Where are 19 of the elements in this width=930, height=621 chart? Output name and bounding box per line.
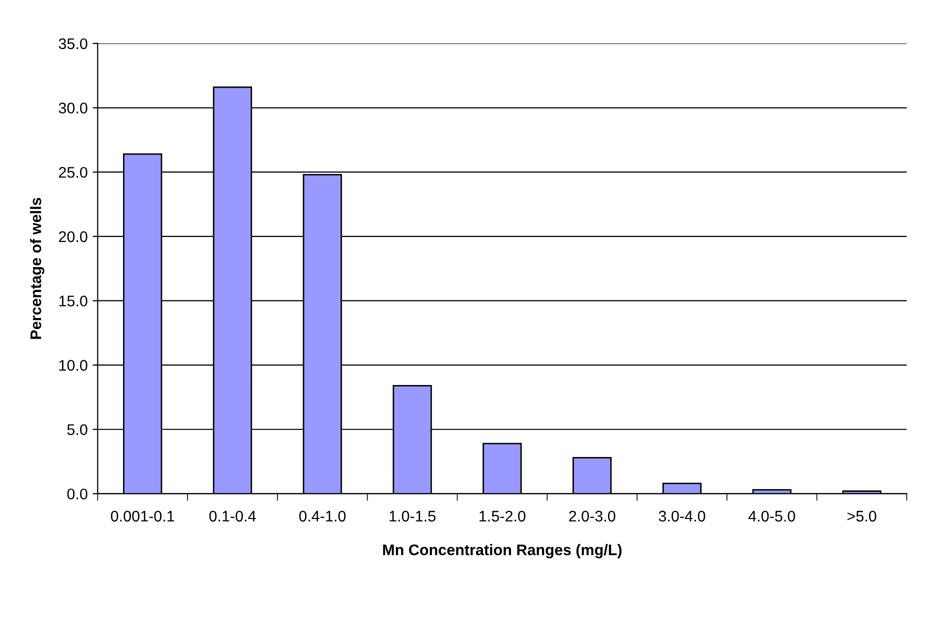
y-tick-label: 25.0: [58, 166, 88, 178]
x-tick-label: 2.0-3.0: [569, 510, 616, 522]
y-tick-label: 10.0: [59, 360, 88, 371]
y-tick-label: 30.0: [58, 102, 88, 114]
x-tick-label: 3.0-4.0: [658, 510, 706, 522]
y-tick-label: 35.0: [58, 38, 88, 50]
x-tick-label: >5.0: [847, 510, 876, 522]
y-tick-label: 15.0: [59, 296, 88, 306]
x-tick-label: 0.4-1.0: [299, 510, 346, 522]
y-tick-label: 5.0: [67, 424, 88, 436]
x-tick-label: 0.1-0.4: [209, 510, 256, 522]
y-tick-label: 20.0: [58, 231, 88, 242]
x-tick-label: 4.0-5.0: [748, 510, 796, 522]
y-tick-label: 0.0: [67, 488, 88, 500]
x-tick-label: 1.5-2.0: [480, 510, 526, 522]
x-tick-label: 0.001-0.1: [110, 510, 174, 522]
y-axis-title: Percentage of wells: [30, 198, 44, 339]
x-tick-label: 1.0-1.5: [390, 510, 436, 522]
x-axis-title: Mn Concentration Ranges (mg/L): [383, 544, 622, 558]
